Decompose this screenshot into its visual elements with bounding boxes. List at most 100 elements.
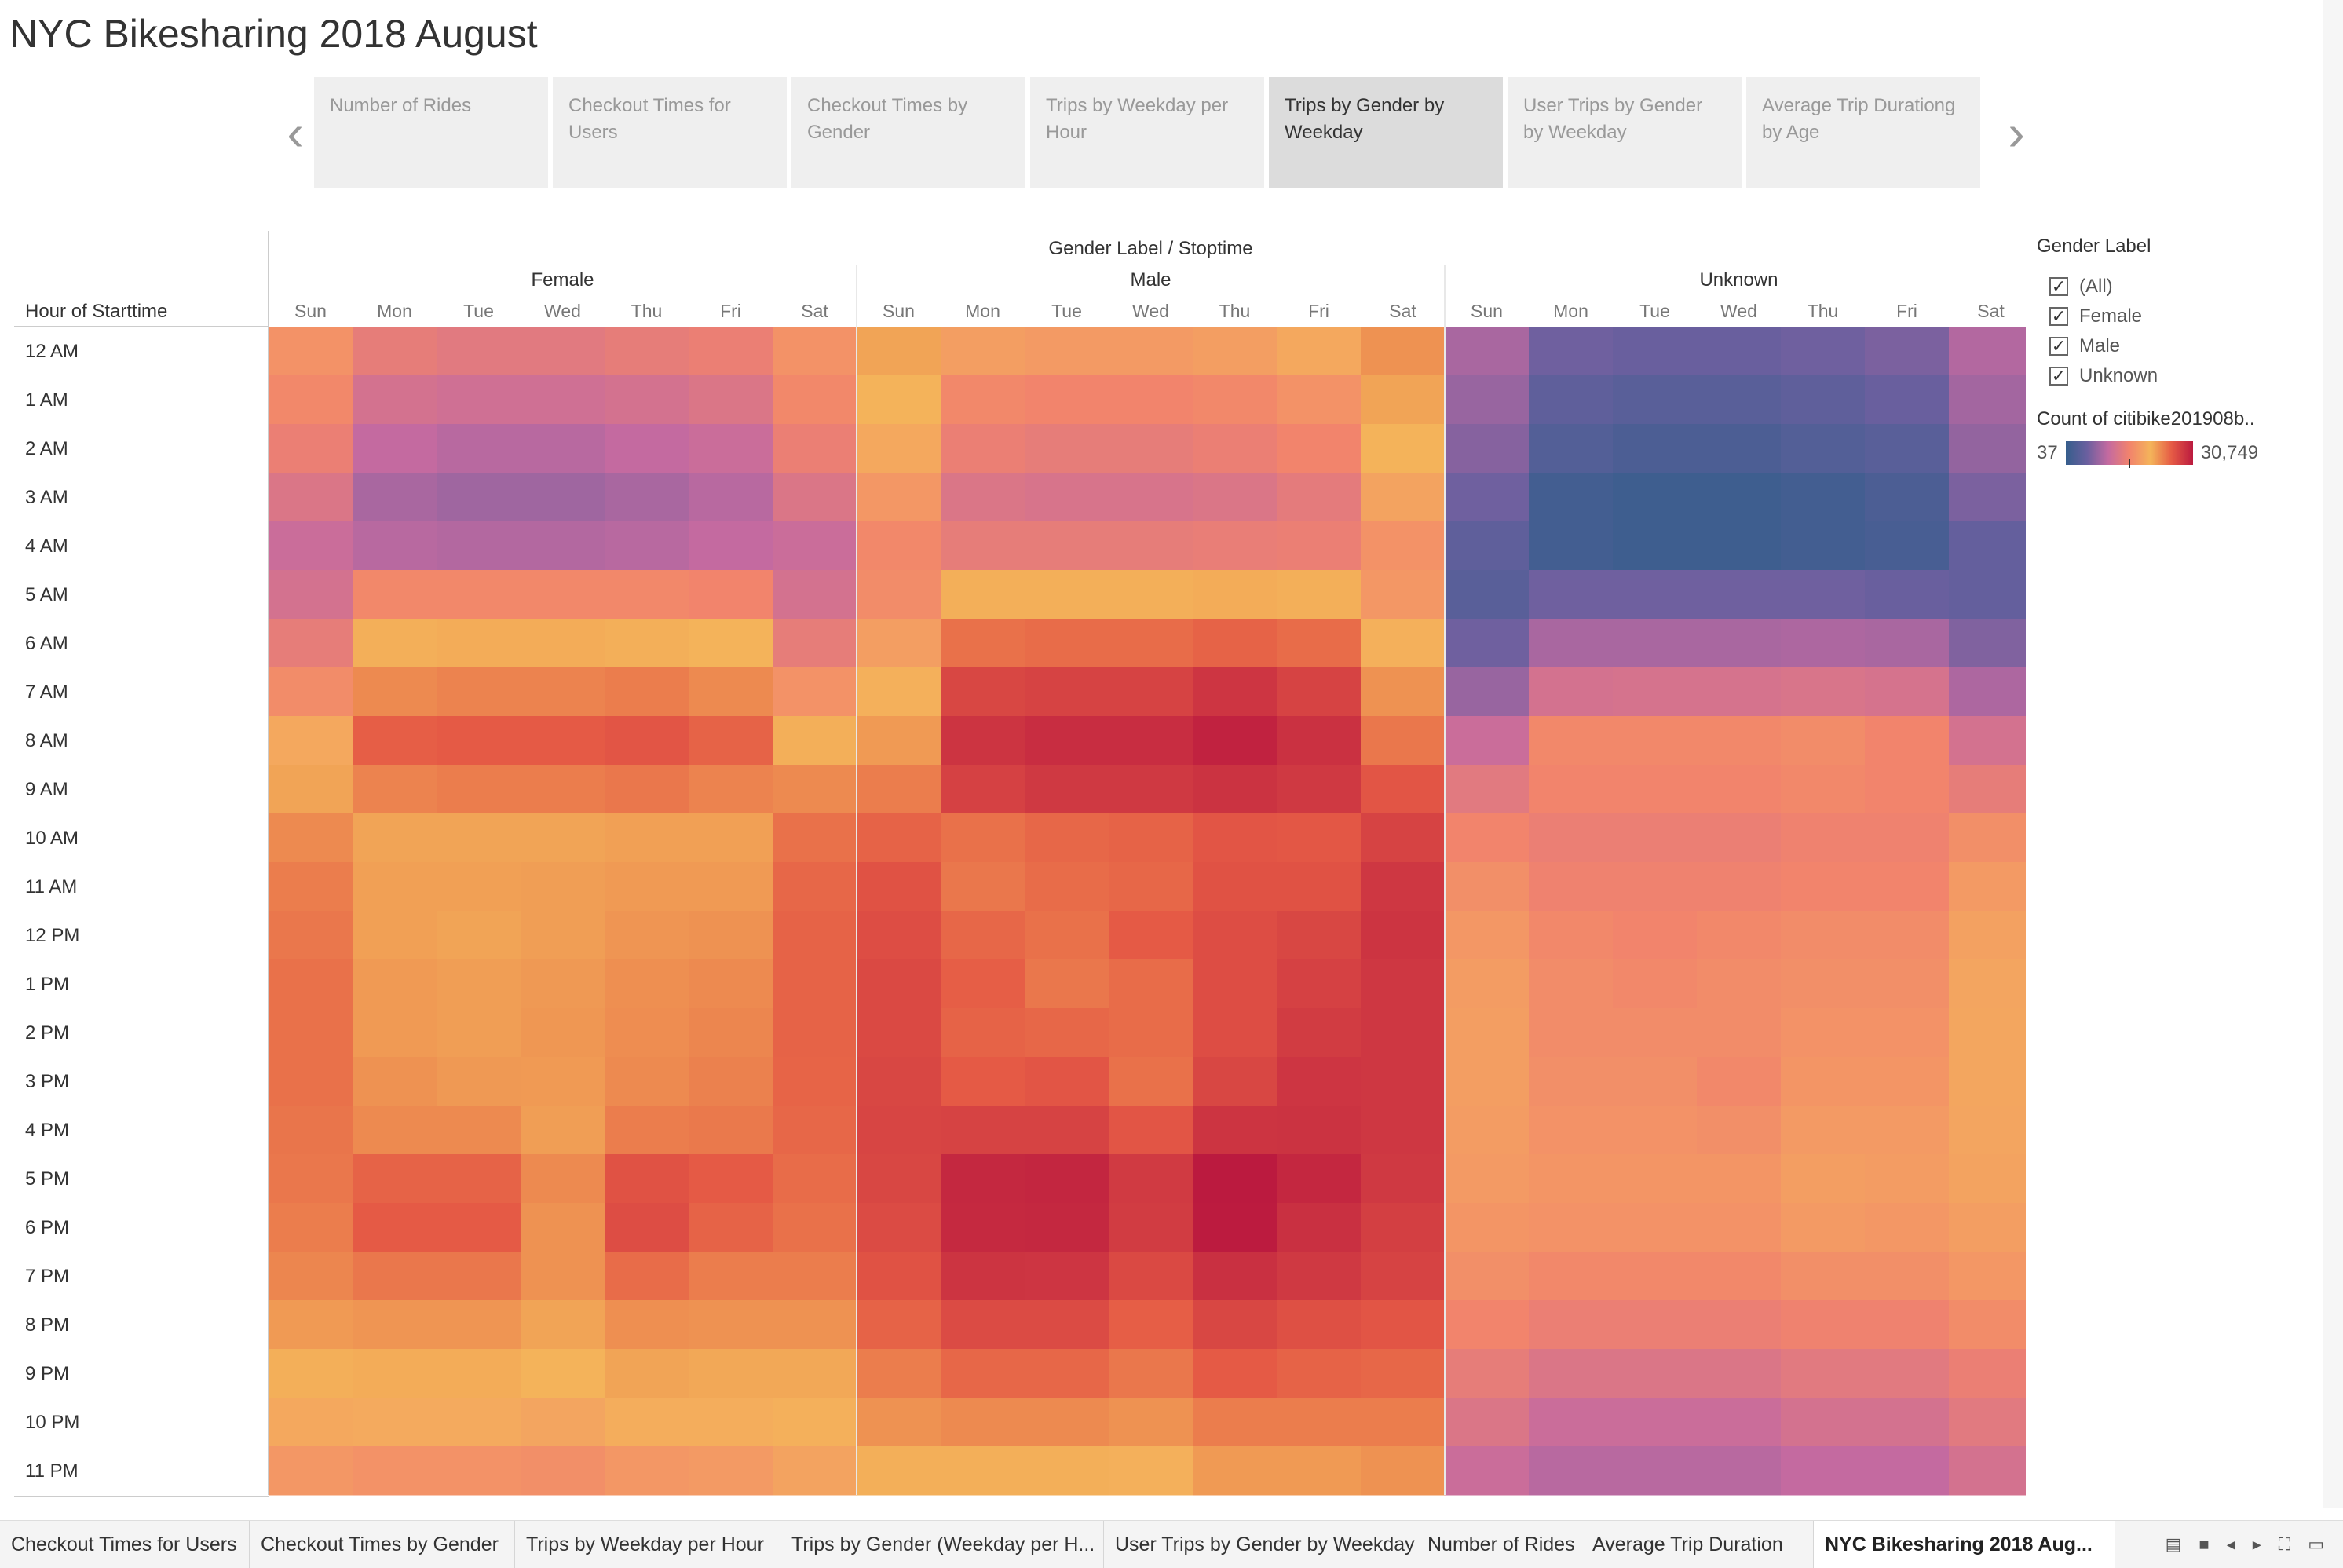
fullscreen-icon[interactable]: ⛶ [2278, 1534, 2291, 1554]
heatmap-cell[interactable] [1109, 716, 1193, 766]
heatmap-cell[interactable] [1865, 1446, 1950, 1496]
heatmap-cell[interactable] [1025, 570, 1109, 620]
heatmap-cell[interactable] [941, 911, 1025, 960]
heatmap-cell[interactable] [1529, 1154, 1614, 1204]
heatmap-cell[interactable] [1613, 1057, 1698, 1106]
heatmap-cell[interactable] [773, 570, 857, 620]
heatmap-cell[interactable] [521, 1398, 605, 1447]
heatmap-cell[interactable] [1109, 619, 1193, 668]
heatmap-cell[interactable] [521, 375, 605, 425]
story-next-button[interactable]: › [2008, 104, 2025, 161]
heatmap-cell[interactable] [941, 716, 1025, 766]
heatmap-cell[interactable] [1949, 716, 2026, 766]
sheet-tab[interactable]: Trips by Weekday per Hour [515, 1521, 780, 1568]
heatmap-cell[interactable] [1025, 765, 1109, 814]
filmstrip-icon[interactable]: ■ [2199, 1534, 2210, 1554]
heatmap-cell[interactable] [689, 521, 773, 571]
heatmap-cell[interactable] [1529, 862, 1614, 912]
heatmap-cell[interactable] [1697, 1106, 1782, 1155]
heatmap-cell[interactable] [1613, 862, 1698, 912]
heatmap-cell[interactable] [941, 1398, 1025, 1447]
heatmap-cell[interactable] [857, 521, 941, 571]
heatmap-cell[interactable] [941, 667, 1025, 717]
heatmap-cell[interactable] [1193, 1398, 1278, 1447]
heatmap-cell[interactable] [941, 1203, 1025, 1252]
heatmap-cell[interactable] [857, 765, 941, 814]
grid-view-icon[interactable]: ▤ [2165, 1534, 2182, 1554]
heatmap-cell[interactable] [773, 1398, 857, 1447]
heatmap-cell[interactable] [1025, 667, 1109, 717]
heatmap-cell[interactable] [1109, 765, 1193, 814]
heatmap-cell[interactable] [1025, 521, 1109, 571]
sheet-tab[interactable]: Trips by Gender (Weekday per H... [780, 1521, 1104, 1568]
heatmap-cell[interactable] [689, 911, 773, 960]
heatmap-cell[interactable] [1109, 375, 1193, 425]
heatmap-cell[interactable] [1193, 813, 1278, 863]
heatmap-cell[interactable] [1865, 327, 1950, 376]
heatmap-cell[interactable] [1865, 473, 1950, 522]
heatmap-cell[interactable] [1697, 862, 1782, 912]
heatmap-cell[interactable] [941, 375, 1025, 425]
heatmap-cell[interactable] [689, 327, 773, 376]
heatmap-cell[interactable] [1697, 667, 1782, 717]
heatmap-cell[interactable] [1109, 813, 1193, 863]
heatmap-cell[interactable] [1277, 1252, 1362, 1301]
heatmap-cell[interactable] [773, 765, 857, 814]
heatmap-cell[interactable] [689, 1154, 773, 1204]
heatmap-cell[interactable] [353, 473, 437, 522]
checkbox-checked-icon[interactable]: ✓ [2049, 277, 2068, 296]
heatmap-cell[interactable] [353, 1057, 437, 1106]
heatmap-cell[interactable] [1025, 1106, 1109, 1155]
heatmap-cell[interactable] [353, 619, 437, 668]
heatmap-cell[interactable] [1949, 1106, 2026, 1155]
heatmap-cell[interactable] [353, 1446, 437, 1496]
heatmap-cell[interactable] [437, 765, 521, 814]
heatmap-cell[interactable] [605, 1252, 689, 1301]
heatmap-cell[interactable] [1781, 1252, 1866, 1301]
heatmap-cell[interactable] [1277, 862, 1362, 912]
sheet-tab[interactable]: Checkout Times by Gender [250, 1521, 515, 1568]
heatmap-cell[interactable] [521, 473, 605, 522]
heatmap-cell[interactable] [857, 1057, 941, 1106]
heatmap-cell[interactable] [1865, 1008, 1950, 1058]
heatmap-cell[interactable] [1445, 862, 1530, 912]
heatmap-cell[interactable] [941, 813, 1025, 863]
heatmap-cell[interactable] [269, 375, 353, 425]
heatmap-cell[interactable] [773, 911, 857, 960]
heatmap-cell[interactable] [1193, 521, 1278, 571]
heatmap-cell[interactable] [689, 765, 773, 814]
heatmap-cell[interactable] [857, 375, 941, 425]
heatmap-cell[interactable] [1949, 473, 2026, 522]
heatmap-cell[interactable] [1781, 521, 1866, 571]
heatmap-cell[interactable] [353, 813, 437, 863]
heatmap-cell[interactable] [689, 1349, 773, 1398]
heatmap-cell[interactable] [773, 862, 857, 912]
heatmap-cell[interactable] [269, 521, 353, 571]
heatmap-cell[interactable] [1697, 1252, 1782, 1301]
heatmap-cell[interactable] [1613, 1154, 1698, 1204]
heatmap-cell[interactable] [1529, 1398, 1614, 1447]
heatmap-cell[interactable] [1109, 1398, 1193, 1447]
heatmap-cell[interactable] [521, 1252, 605, 1301]
heatmap-cell[interactable] [941, 862, 1025, 912]
heatmap-cell[interactable] [605, 1057, 689, 1106]
heatmap-cell[interactable] [1613, 1106, 1698, 1155]
heatmap-cell[interactable] [1529, 1203, 1614, 1252]
heatmap-cell[interactable] [1361, 1300, 1446, 1350]
heatmap-cell[interactable] [1697, 424, 1782, 473]
heatmap-cell[interactable] [1949, 862, 2026, 912]
heatmap-cell[interactable] [1025, 959, 1109, 1009]
heatmap-cell[interactable] [857, 619, 941, 668]
heatmap-cell[interactable] [1613, 327, 1698, 376]
heatmap-cell[interactable] [1697, 1203, 1782, 1252]
heatmap-cell[interactable] [941, 473, 1025, 522]
heatmap-cell[interactable] [437, 1349, 521, 1398]
heatmap-cell[interactable] [1949, 959, 2026, 1009]
heatmap-cell[interactable] [605, 1203, 689, 1252]
heatmap-cell[interactable] [1865, 521, 1950, 571]
heatmap-cell[interactable] [269, 570, 353, 620]
heatmap-cell[interactable] [269, 716, 353, 766]
heatmap-cell[interactable] [1277, 716, 1362, 766]
heatmap-cell[interactable] [1361, 1008, 1446, 1058]
heatmap-cell[interactable] [1361, 570, 1446, 620]
